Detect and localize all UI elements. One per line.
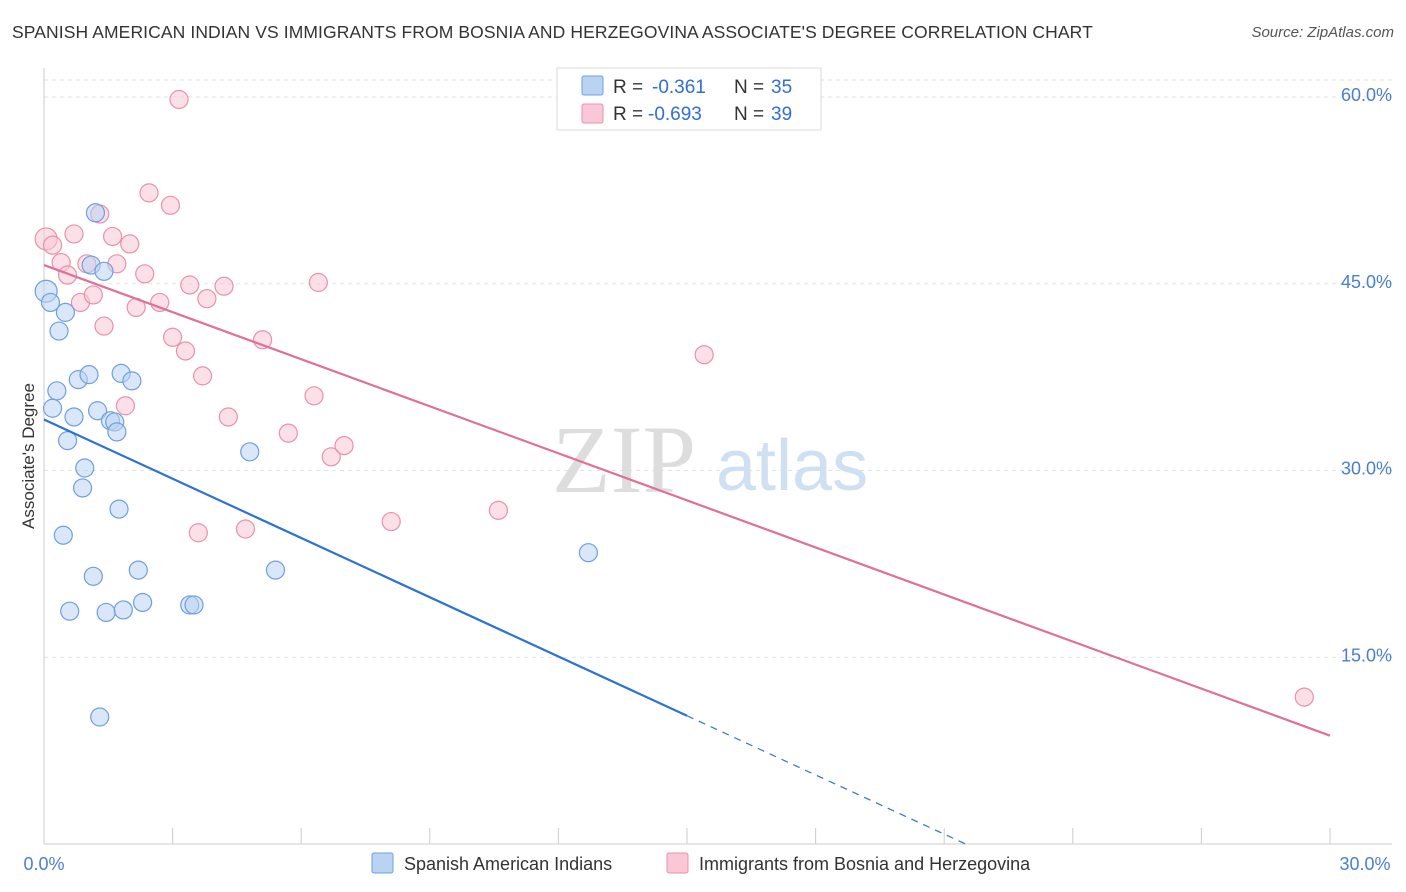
point-series2-23 — [193, 366, 213, 386]
stats-legend: R = -0.361 N = 35 R = -0.693 N = 39 — [556, 67, 822, 131]
series-legend: Spanish American Indians Immigrants from… — [371, 852, 1031, 874]
point-series2-34 — [381, 511, 401, 532]
point-series2-1 — [42, 235, 63, 255]
point-series1-13 — [79, 365, 99, 385]
point-series2-32 — [321, 447, 341, 467]
point-series2-7 — [83, 285, 103, 305]
point-series1-29 — [132, 592, 153, 613]
point-series1-3 — [47, 381, 67, 401]
point-series1-34 — [578, 543, 599, 563]
point-series2-18 — [160, 195, 181, 215]
point-series2-19 — [163, 327, 183, 347]
point-series1-12 — [75, 458, 95, 478]
point-series2-4 — [64, 224, 84, 244]
point-series2-24 — [197, 289, 217, 309]
point-series1-7 — [57, 431, 78, 451]
point-series2-36 — [169, 89, 189, 110]
point-series1-17 — [87, 401, 108, 421]
point-series1-23 — [107, 422, 127, 442]
point-series1-11 — [72, 478, 93, 498]
y-tick-label-15: 15.0% — [1341, 645, 1392, 665]
y-tick-label-30: 30.0% — [1341, 459, 1392, 479]
point-series2-25 — [214, 276, 234, 296]
point-series2-30 — [304, 386, 324, 406]
y-tick-label-45: 45.0% — [1341, 272, 1392, 292]
point-series2-21 — [180, 275, 200, 295]
legend-r-label-1: R = — [613, 77, 643, 98]
point-series1-32 — [240, 442, 260, 462]
point-series2-10 — [102, 226, 123, 247]
watermark: ZIP atlas — [552, 406, 868, 513]
bottom-legend-label-series2: Immigrants from Bosnia and Herzegovina — [699, 854, 1031, 874]
trend-line-series1-extension — [686, 715, 966, 845]
legend-swatch-series2 — [581, 103, 604, 124]
legend-n-label-2: N = — [734, 104, 764, 125]
point-series2-20 — [175, 341, 196, 361]
trend-lines — [43, 264, 1331, 845]
point-series1-16 — [85, 203, 106, 223]
legend-swatch-series1 — [581, 75, 604, 96]
point-series1-8 — [60, 601, 80, 621]
legend-n-label-1: N = — [734, 77, 764, 98]
point-series2-38 — [1294, 687, 1314, 707]
bottom-legend-label-series1: Spanish American Indians — [404, 854, 612, 874]
bottom-legend-swatch-series2 — [666, 852, 689, 874]
point-series1-24 — [109, 499, 129, 519]
point-series1-28 — [128, 560, 148, 580]
point-series2-12 — [115, 396, 136, 416]
x-tick-label-0: 0.0% — [23, 854, 64, 874]
point-series2-9 — [94, 316, 114, 336]
point-series1-27 — [122, 371, 142, 391]
point-series1-6 — [55, 302, 76, 322]
point-series2-13 — [120, 234, 140, 254]
legend-r-value-1: -0.361 — [652, 77, 706, 98]
point-series1-19 — [94, 261, 114, 281]
point-series1-5 — [53, 525, 73, 545]
point-series2-15 — [135, 264, 155, 284]
legend-n-value-2: 39 — [771, 104, 792, 125]
chart-title: SPANISH AMERICAN INDIAN VS IMMIGRANTS FR… — [12, 22, 1093, 42]
legend-r-label-2: R = — [613, 104, 643, 125]
point-series2-27 — [235, 519, 256, 539]
point-series2-29 — [278, 423, 298, 443]
y-tick-label-60: 60.0% — [1341, 85, 1392, 105]
point-series2-3 — [57, 265, 78, 285]
point-series1-26 — [113, 600, 133, 620]
point-series1-9 — [64, 407, 84, 427]
point-series1-15 — [83, 566, 103, 586]
point-series1-33 — [265, 560, 286, 580]
legend-n-value-1: 35 — [771, 77, 792, 98]
point-series1-4 — [49, 321, 69, 341]
trend-line-series1 — [43, 418, 688, 717]
point-series1-20 — [96, 602, 116, 623]
x-tick-label-30: 30.0% — [1339, 854, 1390, 874]
axes: 15.0% 30.0% 45.0% 60.0% 0.0% 30.0% — [23, 68, 1392, 874]
legend-r-value-2: -0.693 — [648, 104, 702, 125]
trend-line-series2 — [43, 264, 1331, 737]
point-series2-16 — [139, 183, 159, 203]
point-series1-2 — [42, 398, 63, 418]
point-series1-1 — [40, 292, 61, 313]
point-series2-35 — [488, 500, 508, 520]
point-series2-31 — [308, 272, 328, 293]
gridlines — [44, 79, 1392, 658]
point-series1-31 — [184, 595, 204, 615]
point-series2-37 — [694, 345, 714, 365]
source-label: Source: ZipAtlas.com — [1251, 24, 1394, 41]
point-series2-33 — [334, 436, 354, 456]
watermark-atlas: atlas — [716, 426, 868, 506]
point-series1-18 — [90, 707, 110, 727]
point-series2-22 — [188, 523, 208, 543]
point-series2-26 — [218, 407, 238, 427]
y-axis-title: Associate's Degree — [19, 383, 38, 529]
bottom-legend-swatch-series1 — [371, 852, 394, 874]
